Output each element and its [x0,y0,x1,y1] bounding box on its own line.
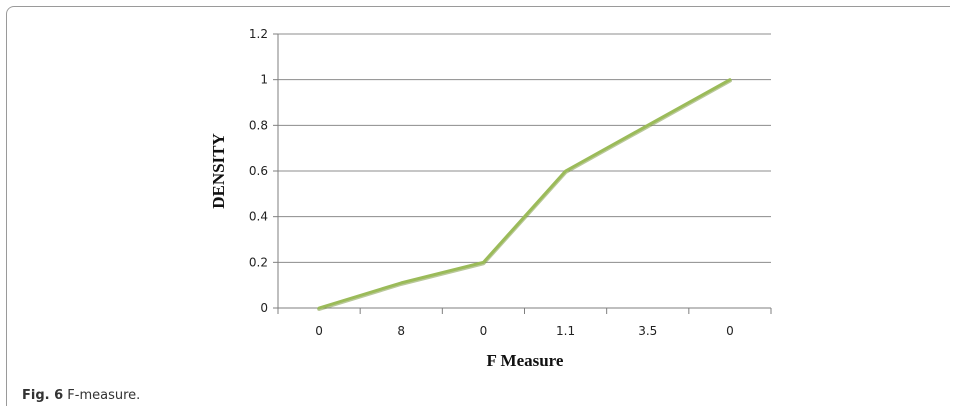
y-tick-label-0: 0 [260,301,268,315]
figure-frame [6,6,950,406]
x-tick-label-5: 0 [726,324,734,338]
x-tick-label-4: 3.5 [638,324,657,338]
y-tick-labels: 0 0.2 0.4 0.6 0.8 1 1.2 [249,27,268,315]
y-tick-label-3: 0.6 [249,164,268,178]
y-tick-label-6: 1.2 [249,27,268,41]
grid-lines [278,33,771,263]
y-tick-label-1: 0.2 [249,255,268,269]
figure-caption-text: F-measure. [67,388,141,403]
figure-label: Fig. 6 [22,388,64,403]
x-tick-label-1: 8 [397,324,405,338]
y-axis-title: DENSITY [209,133,228,209]
y-tick-label-5: 1 [260,73,268,87]
series-lines [317,78,732,311]
x-tick-label-0: 0 [315,324,323,338]
y-tick-label-4: 0.8 [249,118,268,132]
x-axis-title: F Measure [487,351,564,370]
series-line-0 [317,78,732,310]
y-tick-label-2: 0.4 [249,210,268,224]
x-tick-label-3: 1.1 [556,324,575,338]
figure-caption: Fig. 6 F-measure. [22,388,140,403]
x-tick-labels: 0 8 0 1.1 3.5 0 [315,324,733,338]
axes [273,33,772,314]
x-tick-label-2: 0 [480,324,488,338]
